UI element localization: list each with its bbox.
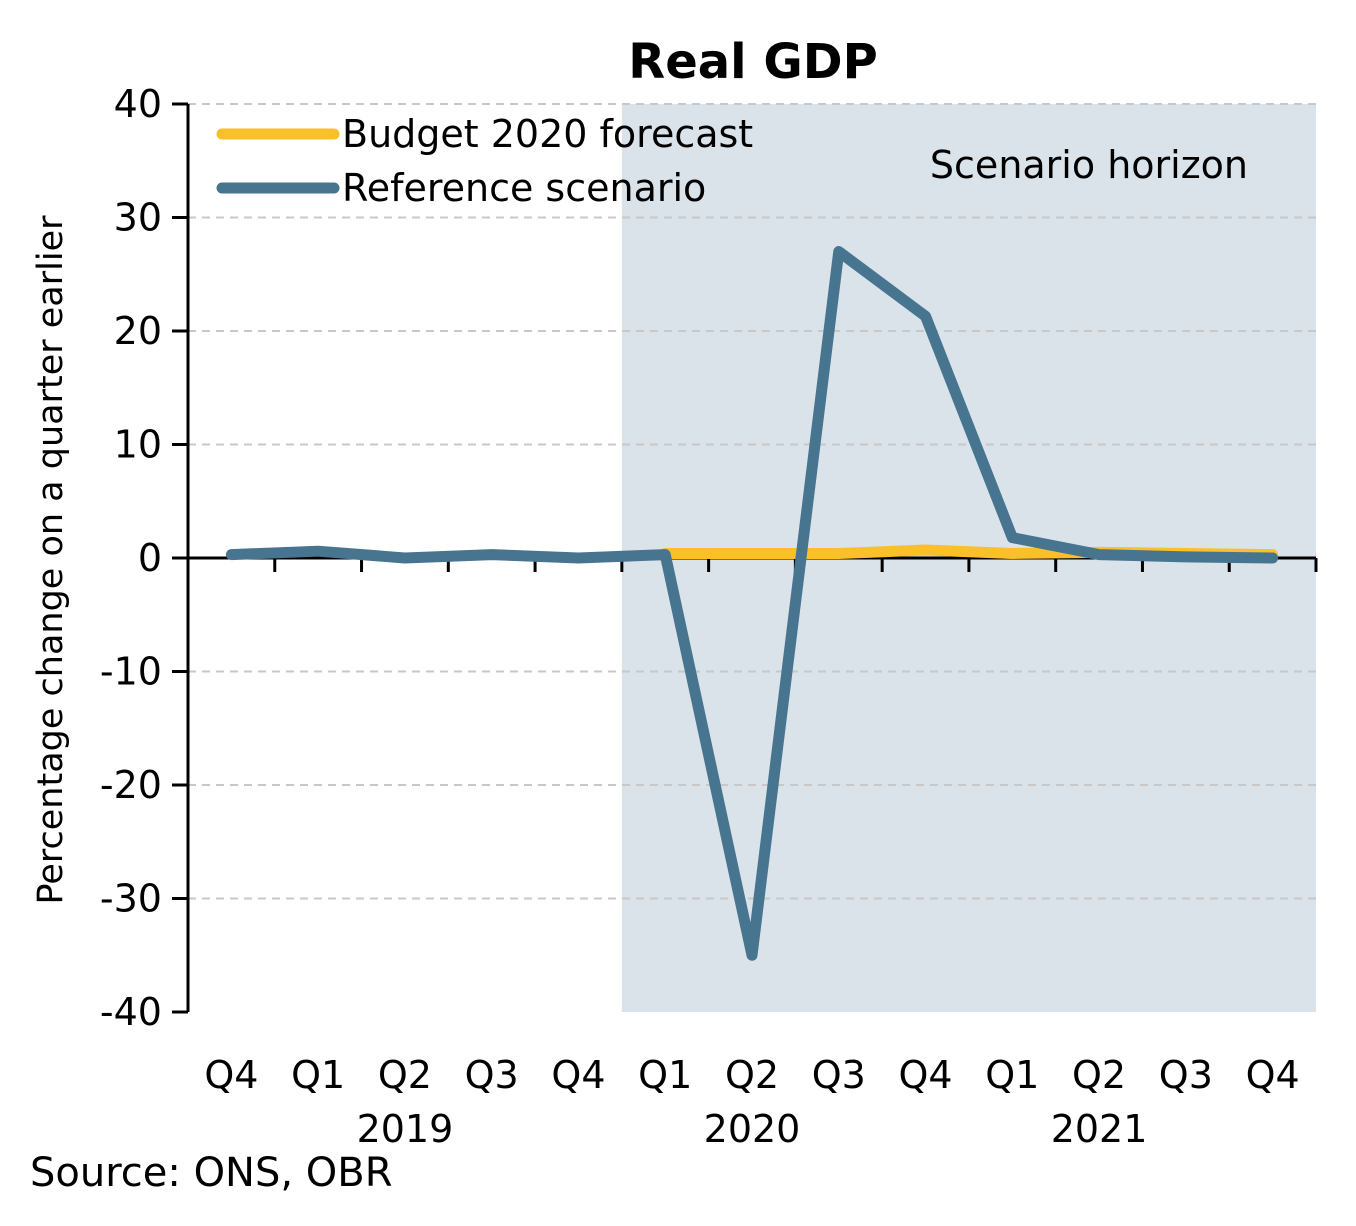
y-tick-label: 0 bbox=[138, 536, 162, 580]
y-tick-label: 40 bbox=[114, 82, 162, 126]
chart-title: Real GDP bbox=[628, 34, 878, 90]
year-label: 2020 bbox=[704, 1107, 801, 1151]
x-tick-label: Q3 bbox=[1159, 1053, 1213, 1097]
year-label: 2021 bbox=[1051, 1107, 1148, 1151]
x-tick-label: Q1 bbox=[985, 1053, 1039, 1097]
x-tick-label: Q1 bbox=[638, 1053, 692, 1097]
x-tick-label: Q1 bbox=[291, 1053, 345, 1097]
y-tick-label: -40 bbox=[100, 990, 162, 1034]
x-tick-labels: Q4 Q1 Q2 Q3 Q4 Q1 Q2 Q3 Q4 Q1 Q2 Q3 Q4 bbox=[204, 1053, 1299, 1097]
x-tick-label: Q2 bbox=[378, 1053, 432, 1097]
x-tick-label: Q4 bbox=[1246, 1053, 1300, 1097]
x-tick-label: Q2 bbox=[725, 1053, 779, 1097]
y-tick-label: -20 bbox=[100, 763, 162, 807]
y-tick-label: 10 bbox=[114, 423, 162, 467]
y-tick-label: -30 bbox=[100, 877, 162, 921]
series-line-2 bbox=[225, 246, 1279, 961]
legend-label: Reference scenario bbox=[342, 166, 706, 210]
gridlines bbox=[188, 103, 1316, 900]
y-tick-label: 30 bbox=[114, 196, 162, 240]
y-axis-label: Percentage change on a quarter earlier bbox=[31, 215, 71, 905]
x-tick-label: Q4 bbox=[204, 1053, 258, 1097]
y-tick-labels: 40 30 20 10 0 -10 -20 -30 -40 bbox=[100, 82, 162, 1034]
x-tick-label: Q4 bbox=[898, 1053, 952, 1097]
legend: Budget 2020 forecast Reference scenario bbox=[216, 112, 753, 210]
shaded-region-label: Scenario horizon bbox=[930, 143, 1248, 187]
x-tick-label: Q4 bbox=[551, 1053, 605, 1097]
y-tick-label: -10 bbox=[100, 650, 162, 694]
legend-label: Budget 2020 forecast bbox=[342, 112, 753, 156]
year-label: 2019 bbox=[357, 1107, 454, 1151]
year-labels: 2019 2020 2021 bbox=[357, 1107, 1148, 1151]
x-tick-label: Q3 bbox=[812, 1053, 866, 1097]
source-note: Source: ONS, OBR bbox=[30, 1150, 393, 1196]
y-tick-label: 20 bbox=[114, 309, 162, 353]
series-lines bbox=[225, 246, 1279, 961]
x-tick-label: Q3 bbox=[465, 1053, 519, 1097]
x-tick-label: Q2 bbox=[1072, 1053, 1126, 1097]
